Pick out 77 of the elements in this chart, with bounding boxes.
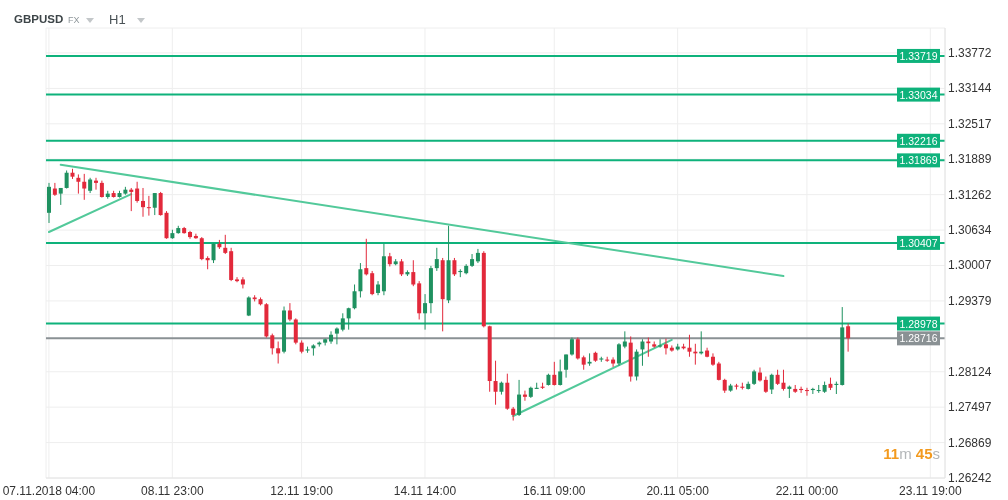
candlestick	[287, 302, 292, 322]
candlestick	[552, 361, 557, 387]
y-tick-label: 1.30007	[948, 258, 992, 273]
candlestick	[370, 270, 375, 296]
ref-line-label: 1.32216	[899, 134, 938, 147]
candlestick	[340, 312, 345, 332]
candlestick	[135, 181, 140, 204]
candlestick	[769, 373, 774, 395]
x-tick-label: 22.11 00:00	[775, 484, 839, 498]
candlestick	[276, 341, 281, 365]
x-tick-label: 07.11.2018 04:00	[2, 484, 96, 498]
y-tick-label: 1.31262	[948, 187, 992, 202]
candlestick	[211, 242, 216, 264]
y-tick-label: 1.28124	[948, 364, 992, 379]
y-tick-label: 1.31889	[948, 152, 992, 167]
candlestick	[804, 387, 809, 397]
candlestick	[270, 333, 275, 355]
ref-line-label: 1.28716	[899, 332, 938, 345]
candlestick	[846, 322, 851, 353]
candlestick	[558, 359, 563, 387]
candlestick	[199, 236, 204, 261]
candlestick	[663, 338, 668, 355]
ref-line-label: 1.33719	[899, 49, 938, 62]
candlestick	[470, 253, 475, 268]
candlestick	[158, 191, 163, 217]
text: H1	[109, 12, 126, 27]
y-tick-label: 1.33144	[948, 81, 992, 96]
candlestick	[141, 187, 146, 218]
candlestick	[411, 259, 416, 287]
x-tick-label: 16.11 09:00	[523, 484, 586, 498]
candlestick	[658, 338, 663, 349]
candlestick	[569, 337, 574, 357]
candlestick	[364, 238, 369, 276]
y-tick-label: 1.30634	[948, 223, 992, 238]
x-tick-label: 20.11 05:00	[646, 484, 710, 498]
candlestick	[517, 379, 522, 417]
candlestick	[358, 262, 363, 298]
candlestick	[564, 353, 569, 379]
y-tick-label: 1.32517	[948, 116, 992, 131]
candlestick	[152, 192, 157, 216]
text: FX	[68, 15, 80, 25]
ref-line-label: 1.30407	[899, 236, 938, 249]
ref-line-label: 1.31869	[899, 154, 938, 167]
x-tick-label: 12.11 19:00	[270, 484, 334, 498]
y-tick-label: 1.27497	[948, 400, 992, 415]
candlestick	[423, 293, 428, 331]
chart-title: GBPUSD	[14, 13, 64, 25]
candlestick	[434, 247, 439, 272]
y-tick-label: 1.26869	[948, 435, 992, 450]
x-tick-label: 08.11 23:00	[141, 484, 204, 498]
candlestick	[293, 317, 298, 345]
candlestick	[235, 276, 240, 283]
x-tick-label: 23.11 19:00	[899, 484, 962, 498]
candlestick	[493, 360, 498, 406]
candlestick	[240, 276, 245, 289]
candlestick	[334, 326, 339, 345]
candlestick	[52, 182, 57, 197]
candlestick	[223, 234, 228, 255]
ref-line-label: 1.28978	[899, 317, 938, 330]
candlestick	[611, 356, 616, 368]
candlestick	[352, 284, 357, 310]
candlestick	[82, 173, 87, 201]
candlestick	[146, 195, 151, 217]
candlestick	[587, 352, 592, 367]
candlestick	[76, 173, 81, 195]
candlestick	[616, 342, 621, 367]
candlestick	[329, 330, 334, 345]
y-tick-label: 1.33772	[948, 45, 992, 60]
ref-line-label: 1.33034	[899, 88, 938, 101]
candlestick	[452, 257, 457, 277]
y-tick-label: 1.29379	[948, 293, 992, 308]
candlestick	[687, 334, 692, 358]
x-tick-label: 14.11 14:00	[393, 484, 457, 498]
candlestick	[575, 337, 580, 361]
candlestick	[64, 169, 69, 190]
y-tick-label: 1.26242	[948, 471, 992, 485]
annotation: 11m 45s	[883, 445, 940, 462]
